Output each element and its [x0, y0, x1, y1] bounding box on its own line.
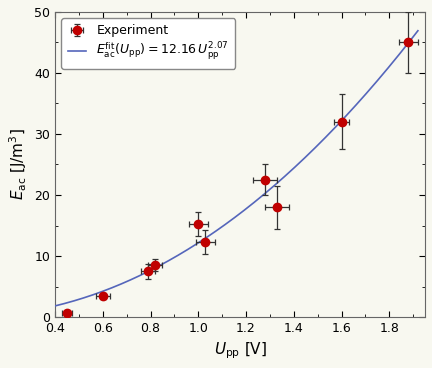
- X-axis label: $U_{\mathrm{pp}}$ [V]: $U_{\mathrm{pp}}$ [V]: [213, 340, 267, 361]
- $E_{\mathrm{ac}}^{\mathrm{fit}}(U_{\mathrm{pp}}) = 12.16\,U_{\mathrm{pp}}^{2.07}$: [225, 221, 230, 225]
- $E_{\mathrm{ac}}^{\mathrm{fit}}(U_{\mathrm{pp}}) = 12.16\,U_{\mathrm{pp}}^{2.07}$: [52, 304, 57, 308]
- $E_{\mathrm{ac}}^{\mathrm{fit}}(U_{\mathrm{pp}}) = 12.16\,U_{\mathrm{pp}}^{2.07}$: [268, 186, 273, 191]
- $E_{\mathrm{ac}}^{\mathrm{fit}}(U_{\mathrm{pp}}) = 12.16\,U_{\mathrm{pp}}^{2.07}$: [227, 219, 232, 223]
- Legend: Experiment, $E_{\mathrm{ac}}^{\mathrm{fit}}(U_{\mathrm{pp}}) = 12.16\,U_{\mathrm: Experiment, $E_{\mathrm{ac}}^{\mathrm{fi…: [61, 18, 235, 69]
- Y-axis label: $E_{\mathrm{ac}}$ [J/m$^3$]: $E_{\mathrm{ac}}$ [J/m$^3$]: [7, 128, 29, 201]
- $E_{\mathrm{ac}}^{\mathrm{fit}}(U_{\mathrm{pp}}) = 12.16\,U_{\mathrm{pp}}^{2.07}$: [415, 29, 420, 33]
- $E_{\mathrm{ac}}^{\mathrm{fit}}(U_{\mathrm{pp}}) = 12.16\,U_{\mathrm{pp}}^{2.07}$: [350, 107, 355, 111]
- $E_{\mathrm{ac}}^{\mathrm{fit}}(U_{\mathrm{pp}}) = 12.16\,U_{\mathrm{pp}}^{2.07}$: [407, 40, 412, 44]
- $E_{\mathrm{ac}}^{\mathrm{fit}}(U_{\mathrm{pp}}) = 12.16\,U_{\mathrm{pp}}^{2.07}$: [249, 202, 254, 207]
- Line: $E_{\mathrm{ac}}^{\mathrm{fit}}(U_{\mathrm{pp}}) = 12.16\,U_{\mathrm{pp}}^{2.07}$: $E_{\mathrm{ac}}^{\mathrm{fit}}(U_{\math…: [55, 31, 418, 306]
